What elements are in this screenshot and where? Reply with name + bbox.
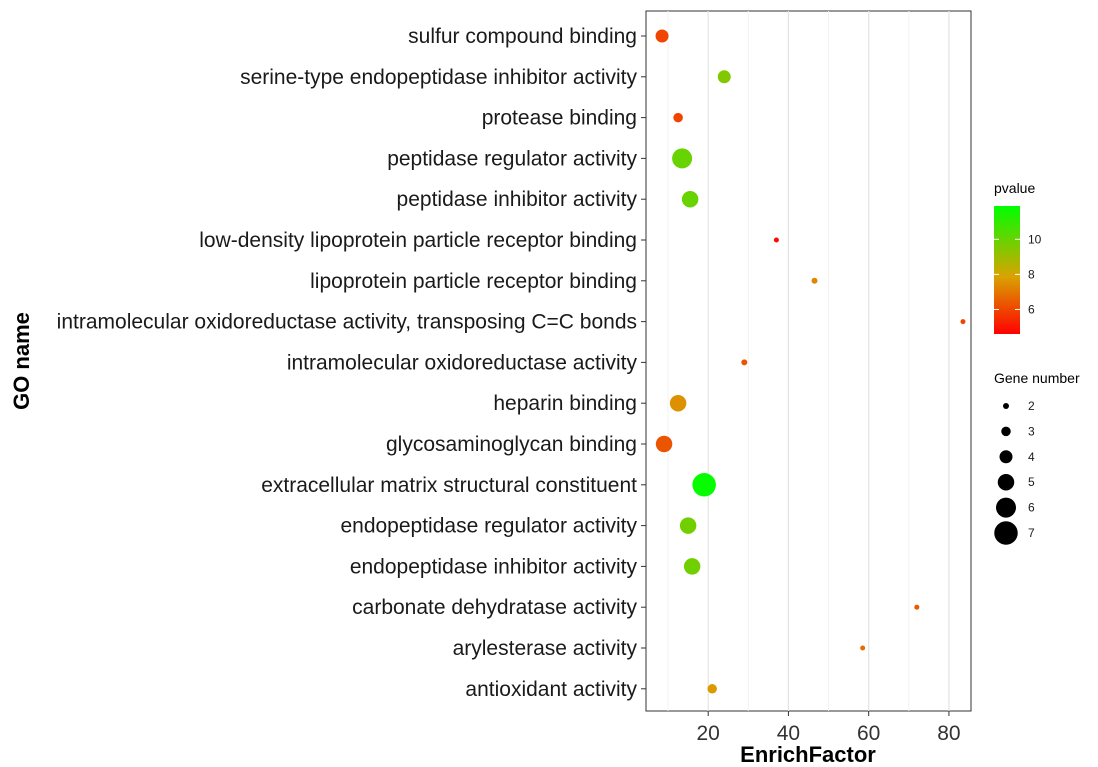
data-point bbox=[914, 604, 920, 610]
y-tick-label: lipoprotein particle receptor binding bbox=[310, 270, 637, 293]
gene-number-legend-label: 5 bbox=[1028, 475, 1035, 489]
plot-border bbox=[645, 10, 972, 712]
gene-number-legend-key bbox=[996, 497, 1016, 518]
x-axis-title: EnrichFactor bbox=[740, 742, 876, 767]
data-point bbox=[860, 645, 866, 651]
y-tick-label: endopeptidase regulator activity bbox=[340, 515, 637, 538]
y-tick-label: intramolecular oxidoreductase activity, … bbox=[57, 311, 637, 334]
colorbar-tick-label: 8 bbox=[1028, 267, 1035, 281]
gene-number-legend-key bbox=[1003, 403, 1009, 409]
gene-number-legend-key bbox=[999, 450, 1013, 464]
y-tick-label: low-density lipoprotein particle recepto… bbox=[199, 229, 637, 252]
gene-number-legend-label: 2 bbox=[1028, 399, 1035, 413]
y-tick-label: antioxidant activity bbox=[465, 678, 637, 701]
y-tick-label: extracellular matrix structural constitu… bbox=[261, 474, 637, 497]
gene-number-legend-title: Gene number bbox=[994, 370, 1080, 386]
y-tick-label: heparin binding bbox=[493, 392, 637, 415]
gene-number-legend-key bbox=[1001, 426, 1011, 437]
data-point bbox=[679, 517, 697, 534]
gene-number-legend-label: 6 bbox=[1028, 501, 1035, 515]
x-tick-label: 40 bbox=[777, 722, 800, 745]
data-point bbox=[655, 435, 673, 453]
y-tick-label: peptidase inhibitor activity bbox=[397, 188, 638, 211]
y-tick-label: intramolecular oxidoreductase activity bbox=[287, 351, 638, 374]
pvalue-legend: pvalue 6 8 10 bbox=[994, 180, 1042, 334]
data-points bbox=[655, 29, 966, 694]
x-tick-label: 20 bbox=[697, 722, 720, 745]
y-tick-label: endopeptidase inhibitor activity bbox=[350, 555, 638, 578]
pvalue-legend-title: pvalue bbox=[994, 180, 1035, 196]
data-point bbox=[672, 148, 693, 169]
y-tick-label: sulfur compound binding bbox=[408, 25, 637, 48]
gene-number-legend-label: 4 bbox=[1028, 450, 1035, 464]
data-point bbox=[741, 359, 748, 366]
pvalue-colorbar-ticks: 6 8 10 bbox=[994, 232, 1042, 316]
data-point bbox=[681, 190, 699, 208]
data-point bbox=[707, 684, 717, 694]
pvalue-colorbar bbox=[994, 206, 1020, 334]
data-point bbox=[692, 473, 716, 497]
x-tick-label: 60 bbox=[857, 722, 880, 745]
colorbar-tick-label: 6 bbox=[1028, 302, 1035, 316]
data-point bbox=[673, 112, 683, 123]
y-tick-label: glycosaminoglycan binding bbox=[386, 433, 637, 456]
y-axis-title: GO name bbox=[9, 312, 34, 410]
y-tick-label: arylesterase activity bbox=[453, 637, 638, 660]
y-axis: sulfur compound binding serine-type endop… bbox=[57, 25, 646, 701]
gene-number-legend-key bbox=[994, 521, 1018, 545]
x-axis: 20 40 60 80 bbox=[697, 711, 961, 745]
plot-panel bbox=[645, 10, 972, 712]
x-tick-label: 80 bbox=[937, 722, 960, 745]
data-point bbox=[683, 558, 701, 575]
data-point bbox=[960, 319, 966, 325]
data-point bbox=[773, 237, 779, 243]
data-point bbox=[669, 394, 687, 412]
gene-number-legend-items: 2 3 4 5 6 7 bbox=[994, 399, 1035, 545]
gene-number-legend-label: 3 bbox=[1028, 424, 1035, 438]
data-point bbox=[811, 277, 818, 284]
y-tick-label: peptidase regulator activity bbox=[387, 147, 637, 170]
y-tick-label: protease binding bbox=[482, 107, 637, 130]
data-point bbox=[655, 29, 669, 43]
gene-number-legend: Gene number 2 3 4 5 6 7 bbox=[994, 370, 1080, 545]
y-tick-label: serine-type endopeptidase inhibitor acti… bbox=[240, 66, 637, 89]
colorbar-tick-label: 10 bbox=[1028, 232, 1042, 246]
y-tick-label: carbonate dehydratase activity bbox=[352, 596, 637, 619]
gene-number-legend-label: 7 bbox=[1028, 526, 1035, 540]
grid-lines bbox=[667, 11, 950, 711]
data-point bbox=[717, 70, 731, 84]
gene-number-legend-key bbox=[997, 473, 1015, 491]
